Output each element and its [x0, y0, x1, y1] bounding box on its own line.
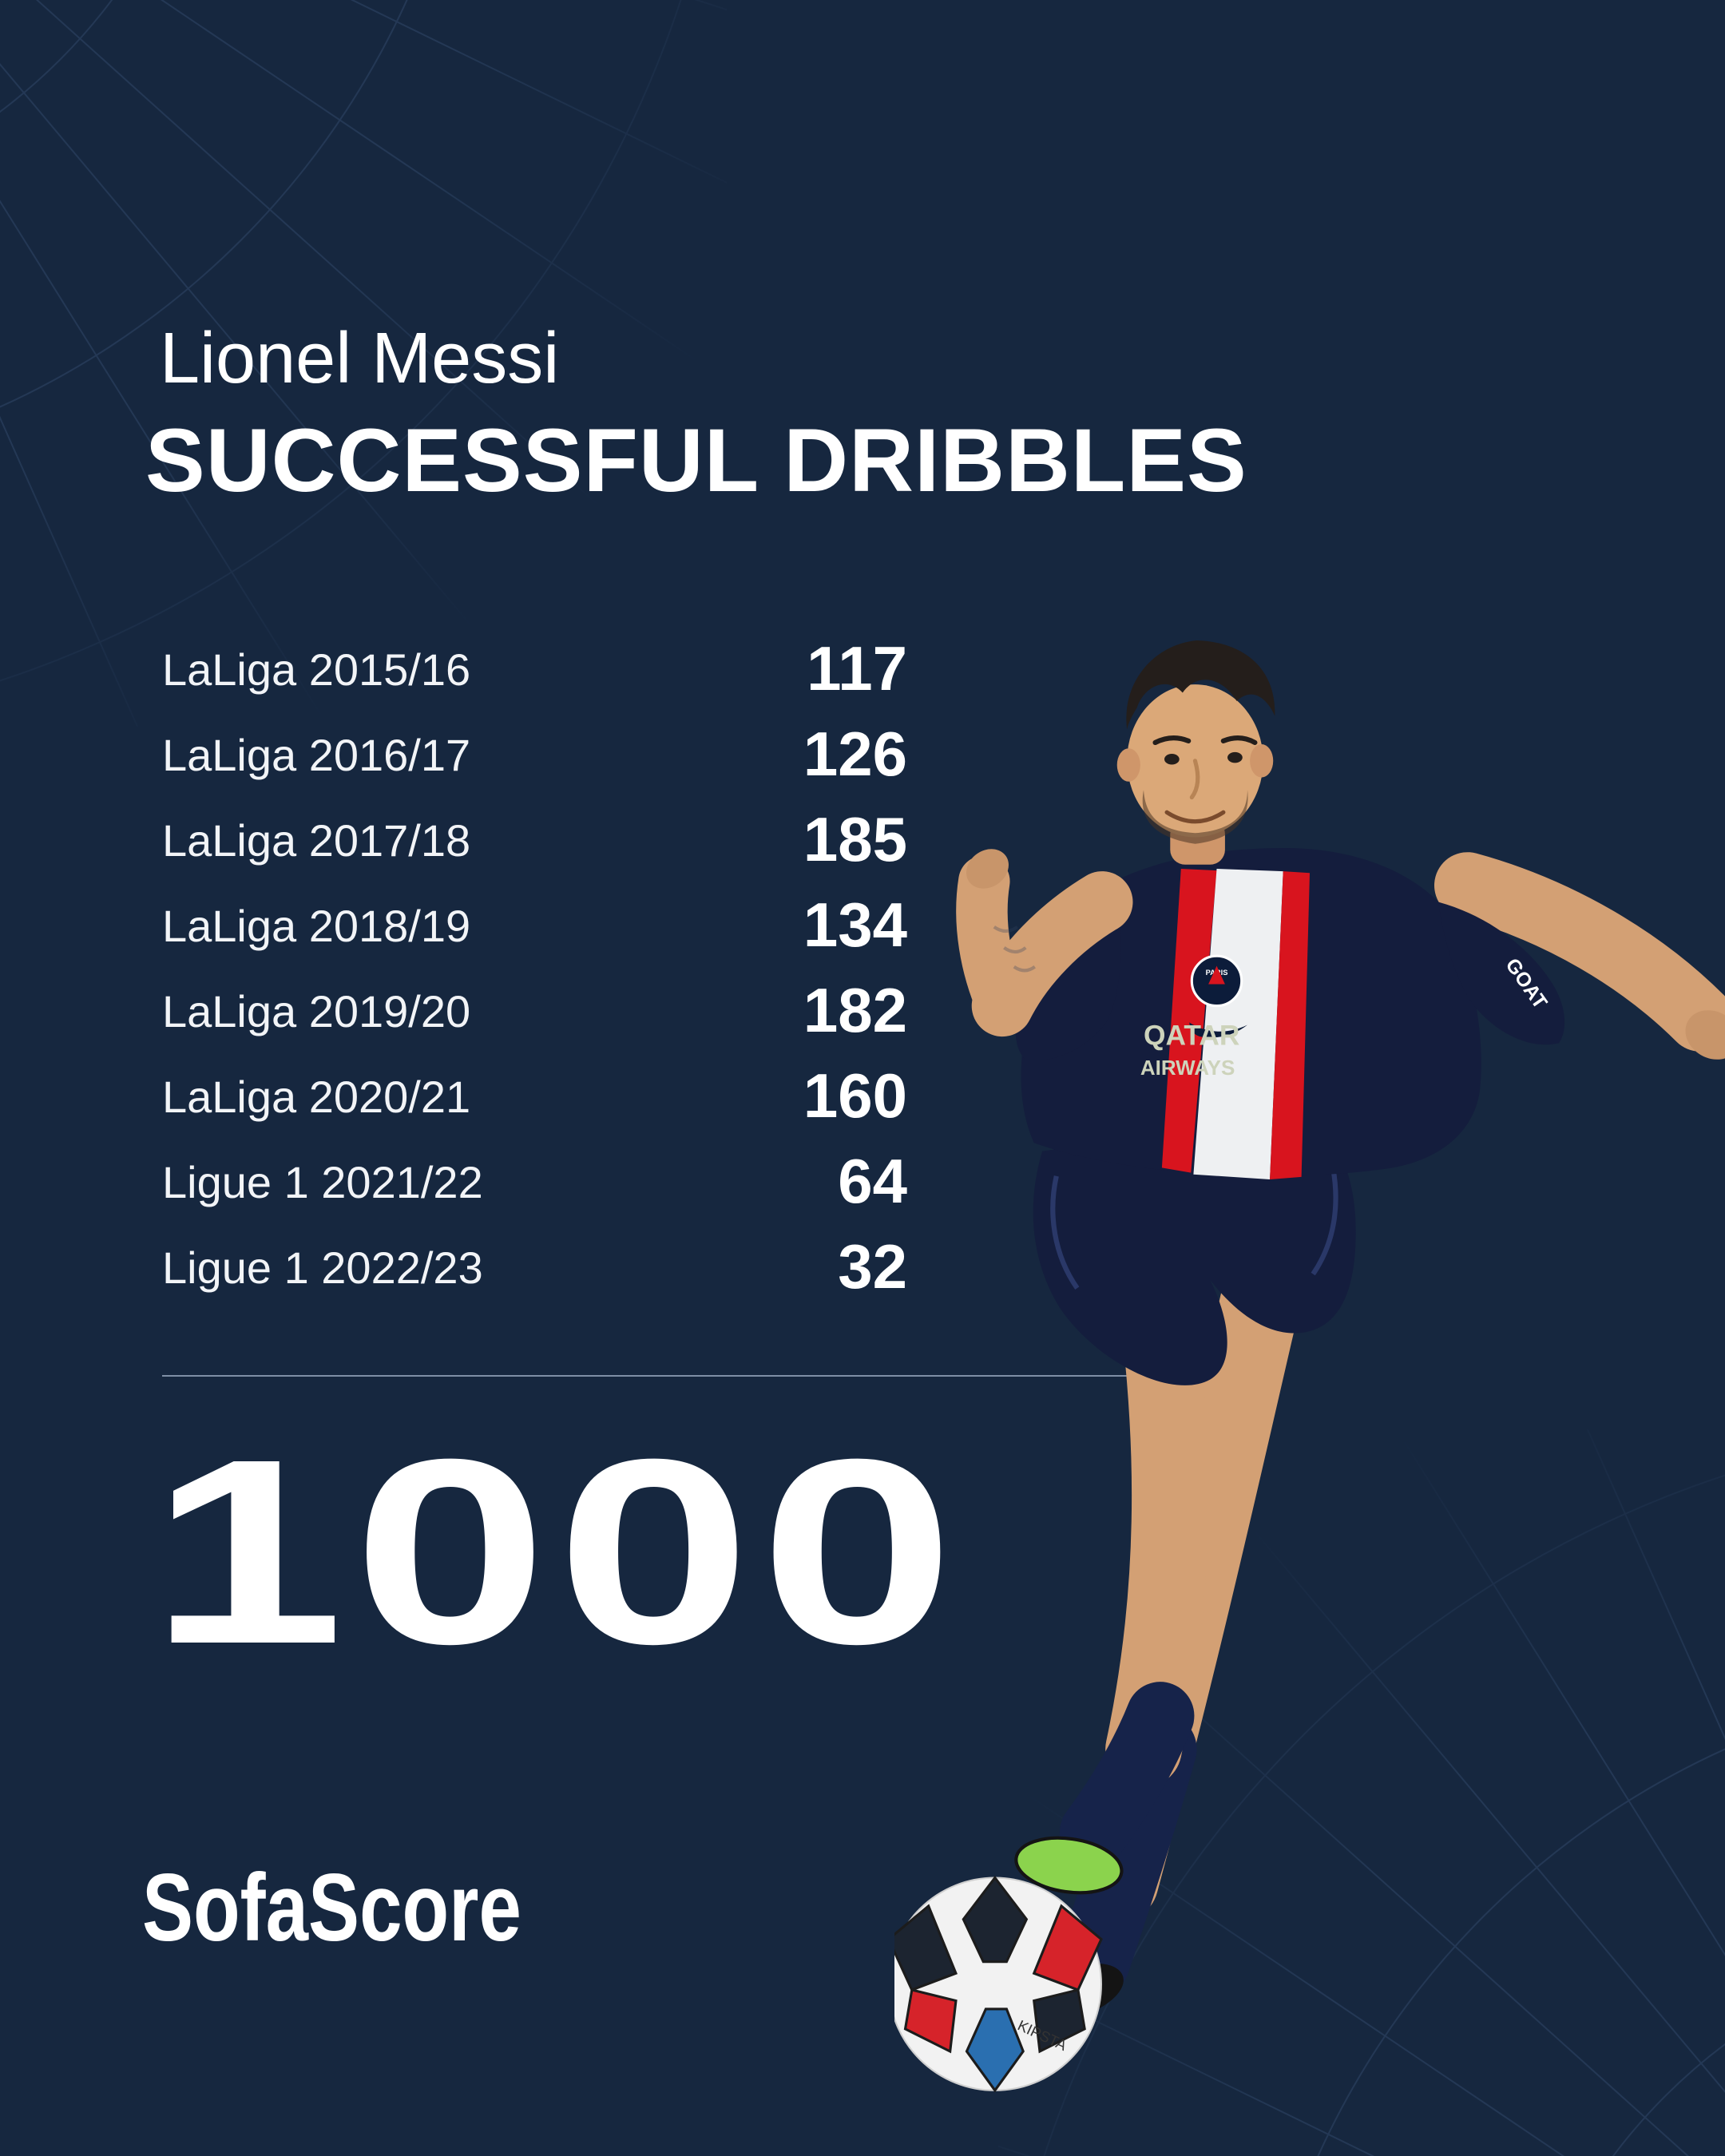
svg-text:AIRWAYS: AIRWAYS [1140, 1056, 1235, 1080]
svg-text:QATAR: QATAR [1144, 1020, 1239, 1051]
